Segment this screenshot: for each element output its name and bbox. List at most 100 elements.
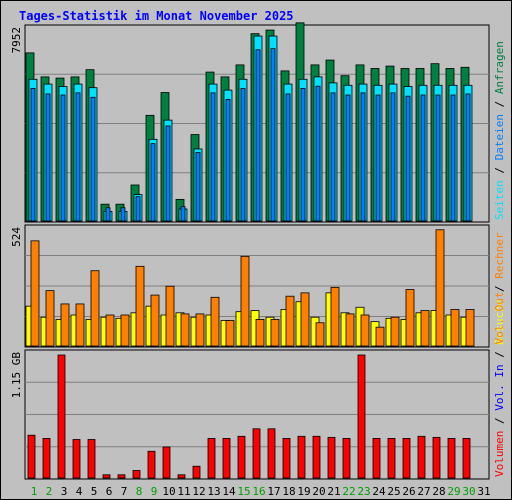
bar-rechner-6	[105, 314, 115, 347]
bar-dateien-13	[210, 92, 216, 222]
x-tick-label-15: 15	[237, 485, 250, 498]
x-tick-label-16: 16	[252, 485, 265, 498]
bar-dateien-10	[165, 125, 171, 222]
bar-rechner-4	[75, 303, 85, 347]
legend-item-middle-1: /	[493, 279, 506, 299]
x-tick-label-23: 23	[357, 485, 370, 498]
bar-dateien-29	[450, 94, 456, 222]
bar-dateien-4	[75, 92, 81, 222]
bar-volumen-13	[207, 438, 216, 479]
bar-dateien-25	[390, 92, 396, 222]
legend-middle: Besuche / Rechner	[493, 232, 506, 345]
bar-dateien-23	[360, 92, 366, 222]
bar-rechner-19	[300, 292, 310, 347]
bar-volumen-25	[387, 438, 396, 479]
bar-volumen-21	[327, 436, 336, 479]
y-max-label-top: 7952	[10, 27, 23, 54]
bar-dateien-16	[255, 49, 261, 222]
bar-rechner-24	[375, 326, 385, 347]
bar-volumen-5	[87, 439, 96, 479]
bar-volumen-6	[102, 474, 111, 479]
bar-volumen-1	[27, 434, 36, 479]
bar-volumen-18	[282, 438, 291, 479]
bar-volumen-26	[402, 438, 411, 479]
x-tick-label-1: 1	[31, 485, 38, 498]
legend-item-bottom-2: Vol. In	[493, 364, 506, 410]
bar-volumen-16	[252, 428, 261, 479]
bar-dateien-3	[60, 94, 66, 222]
x-tick-label-28: 28	[432, 485, 445, 498]
x-tick-label-7: 7	[121, 485, 128, 498]
bar-rechner-26	[405, 289, 415, 347]
bar-rechner-25	[390, 316, 400, 347]
bar-volumen-8	[132, 470, 141, 479]
x-tick-label-17: 17	[267, 485, 280, 498]
x-tick-label-30: 30	[462, 485, 475, 498]
bar-dateien-11	[180, 206, 186, 222]
bar-volumen-27	[417, 435, 426, 479]
y-max-label-middle: 524	[10, 227, 23, 247]
x-tick-label-14: 14	[222, 485, 236, 498]
bar-rechner-5	[90, 270, 100, 347]
x-tick-label-26: 26	[402, 485, 415, 498]
bar-rechner-8	[135, 265, 145, 347]
bar-rechner-12	[195, 313, 205, 347]
bar-dateien-1	[30, 88, 36, 222]
bar-volumen-20	[312, 435, 321, 479]
bar-dateien-26	[405, 95, 411, 222]
x-tick-label-5: 5	[91, 485, 98, 498]
x-tick-label-18: 18	[282, 485, 295, 498]
legend-item-top-0: Seiten	[493, 180, 506, 220]
bar-volumen-4	[72, 439, 81, 479]
bar-volumen-28	[432, 436, 441, 479]
bar-volumen-19	[297, 435, 306, 479]
bar-dateien-5	[90, 96, 96, 222]
bar-dateien-12	[195, 152, 201, 222]
bar-rechner-23	[360, 314, 370, 347]
x-tick-label-6: 6	[106, 485, 113, 498]
legend-item-top-4: Anfragen	[493, 41, 506, 94]
bar-dateien-6	[105, 207, 111, 222]
legend-item-bottom-0: Volumen	[493, 431, 506, 477]
bar-rechner-7	[120, 314, 130, 347]
legend-item-middle-2: Rechner	[493, 232, 506, 279]
x-tick-label-11: 11	[177, 485, 190, 498]
bar-dateien-21	[330, 92, 336, 222]
bar-volumen-23	[357, 354, 366, 479]
bar-volumen-15	[237, 435, 246, 479]
bar-dateien-20	[315, 85, 321, 222]
bar-rechner-1	[30, 240, 40, 347]
bar-dateien-7	[120, 207, 126, 222]
legend-item-bottom-4: Vol. Out	[493, 292, 506, 345]
bar-volumen-29	[447, 438, 456, 479]
bar-rechner-11	[180, 313, 190, 347]
bar-rechner-27	[420, 310, 430, 347]
x-tick-label-20: 20	[312, 485, 325, 498]
legend-item-top-2: Dateien	[493, 114, 506, 160]
bar-rechner-9	[150, 294, 160, 347]
chart-title: Tages-Statistik im Monat November 2025	[19, 9, 294, 23]
bar-rechner-2	[45, 290, 55, 347]
x-tick-label-13: 13	[207, 485, 220, 498]
legend-bottom: Volumen / Vol. In / Vol. Out	[493, 292, 506, 477]
bar-rechner-29	[450, 309, 460, 347]
legend-top: Seiten / Dateien / Anfragen	[493, 41, 506, 220]
bar-dateien-30	[465, 93, 471, 222]
x-tick-label-31: 31	[477, 485, 490, 498]
legend-item-middle-0: Besuche	[493, 299, 506, 345]
bar-volumen-14	[222, 438, 231, 479]
bar-dateien-15	[240, 88, 246, 222]
bar-rechner-20	[315, 322, 325, 347]
legend-item-bottom-3: /	[493, 345, 506, 365]
bar-volumen-7	[117, 474, 126, 479]
bar-dateien-2	[45, 93, 51, 222]
bar-volumen-12	[192, 465, 201, 479]
x-tick-label-9: 9	[151, 485, 158, 498]
bar-rechner-18	[285, 295, 295, 347]
x-tick-label-24: 24	[372, 485, 386, 498]
bar-rechner-21	[330, 286, 340, 347]
bar-dateien-22	[345, 94, 351, 222]
bar-volumen-30	[462, 438, 471, 479]
bar-rechner-10	[165, 285, 175, 347]
